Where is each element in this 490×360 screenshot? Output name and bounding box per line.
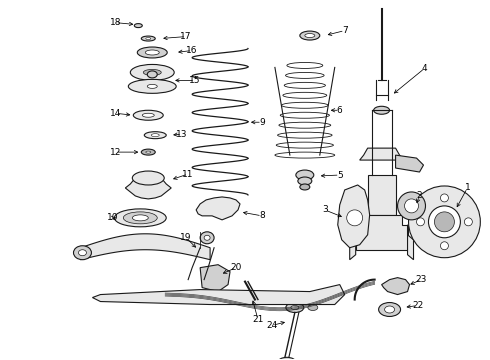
Text: 18: 18	[110, 18, 121, 27]
Polygon shape	[350, 225, 356, 260]
Text: 4: 4	[422, 64, 427, 73]
Ellipse shape	[151, 134, 159, 137]
Ellipse shape	[143, 69, 161, 75]
Polygon shape	[356, 215, 408, 250]
Ellipse shape	[132, 171, 164, 185]
Ellipse shape	[146, 151, 151, 153]
Ellipse shape	[132, 215, 148, 221]
Ellipse shape	[123, 212, 157, 224]
Circle shape	[428, 206, 461, 238]
Ellipse shape	[308, 305, 318, 310]
Ellipse shape	[276, 142, 333, 148]
Text: 21: 21	[252, 315, 264, 324]
Ellipse shape	[291, 306, 299, 310]
Ellipse shape	[114, 209, 166, 227]
Ellipse shape	[286, 72, 324, 78]
Text: 2: 2	[416, 192, 422, 201]
Ellipse shape	[385, 306, 394, 313]
Ellipse shape	[300, 31, 320, 40]
Circle shape	[405, 199, 418, 213]
Ellipse shape	[379, 302, 400, 316]
Circle shape	[441, 242, 448, 250]
Ellipse shape	[146, 37, 151, 40]
Text: 24: 24	[266, 321, 277, 330]
Text: 10: 10	[107, 213, 118, 222]
Polygon shape	[408, 225, 414, 260]
Text: 1: 1	[465, 184, 470, 193]
Ellipse shape	[298, 177, 312, 185]
Ellipse shape	[133, 110, 163, 120]
Circle shape	[465, 218, 472, 226]
Ellipse shape	[282, 102, 328, 108]
Circle shape	[416, 218, 424, 226]
Ellipse shape	[144, 132, 166, 139]
Text: 20: 20	[230, 263, 242, 272]
Polygon shape	[200, 265, 230, 292]
Ellipse shape	[130, 64, 174, 80]
Ellipse shape	[204, 235, 210, 240]
Ellipse shape	[147, 84, 157, 88]
Ellipse shape	[284, 82, 325, 88]
Text: 19: 19	[180, 233, 192, 242]
Text: 17: 17	[180, 32, 192, 41]
Ellipse shape	[278, 357, 296, 360]
Ellipse shape	[283, 92, 327, 98]
Text: 15: 15	[190, 76, 201, 85]
Ellipse shape	[287, 62, 323, 68]
Polygon shape	[338, 185, 369, 248]
Polygon shape	[395, 155, 423, 172]
Ellipse shape	[305, 33, 315, 37]
Ellipse shape	[128, 80, 176, 93]
Ellipse shape	[74, 246, 92, 260]
Text: 3: 3	[322, 206, 328, 215]
Circle shape	[397, 192, 425, 220]
Ellipse shape	[141, 36, 155, 41]
Polygon shape	[360, 148, 404, 160]
Circle shape	[347, 210, 363, 226]
Polygon shape	[196, 197, 240, 220]
Text: 11: 11	[182, 170, 194, 179]
Ellipse shape	[300, 184, 310, 190]
Polygon shape	[125, 172, 171, 199]
Ellipse shape	[374, 106, 390, 114]
Text: 22: 22	[412, 301, 423, 310]
Text: 14: 14	[110, 109, 121, 118]
Ellipse shape	[280, 112, 329, 118]
Text: 16: 16	[186, 46, 198, 55]
Ellipse shape	[296, 170, 314, 180]
Text: 13: 13	[176, 130, 188, 139]
Ellipse shape	[286, 302, 304, 312]
Ellipse shape	[145, 50, 159, 55]
Text: 6: 6	[337, 106, 343, 115]
Text: 8: 8	[259, 211, 265, 220]
Ellipse shape	[142, 113, 154, 117]
Ellipse shape	[275, 152, 335, 158]
Text: 7: 7	[342, 26, 347, 35]
Polygon shape	[93, 285, 345, 305]
Ellipse shape	[200, 232, 214, 244]
Circle shape	[441, 194, 448, 202]
Ellipse shape	[134, 24, 142, 28]
Ellipse shape	[279, 122, 331, 128]
Text: 9: 9	[259, 118, 265, 127]
Polygon shape	[382, 278, 410, 294]
Ellipse shape	[277, 132, 332, 138]
Text: 5: 5	[337, 171, 343, 180]
Text: 12: 12	[110, 148, 121, 157]
Text: 23: 23	[416, 275, 427, 284]
Polygon shape	[80, 234, 210, 260]
Ellipse shape	[78, 250, 86, 256]
Ellipse shape	[137, 47, 167, 58]
Ellipse shape	[147, 71, 157, 78]
Polygon shape	[368, 175, 395, 215]
Ellipse shape	[141, 149, 155, 155]
Circle shape	[435, 212, 454, 232]
Circle shape	[409, 186, 480, 258]
